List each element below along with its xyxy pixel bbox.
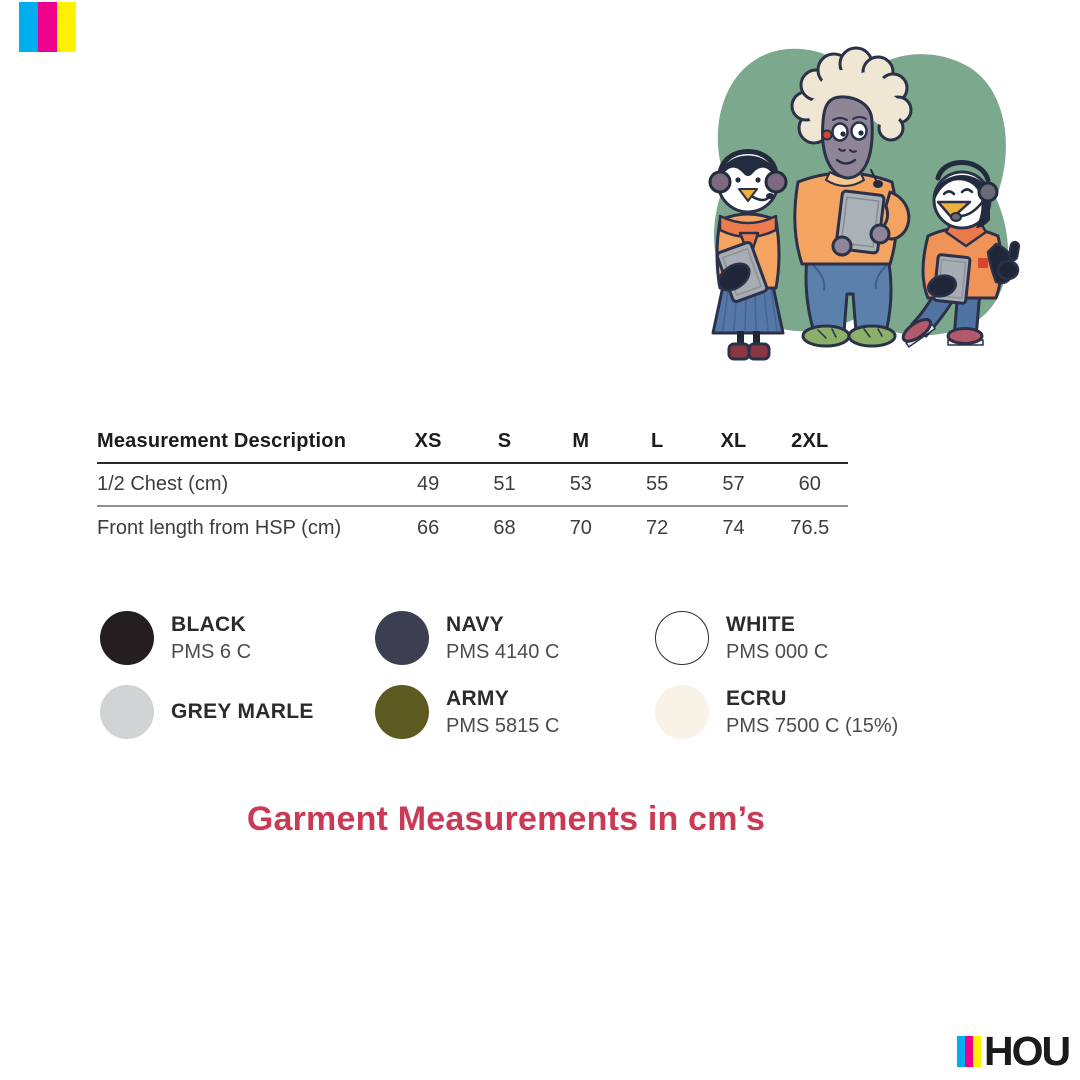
colorway-white: WHITE PMS 000 C [655, 610, 828, 666]
cyan-bar [19, 2, 38, 52]
colorway-name: ECRU [726, 686, 787, 710]
cell-value: 53 [569, 473, 592, 495]
registration-marks [19, 2, 76, 52]
colorway-pms: PMS 4140 C [446, 641, 560, 664]
cell-value: 51 [493, 473, 516, 495]
yellow-bar [57, 2, 76, 52]
cell-value: 70 [569, 517, 592, 539]
cell-value: 72 [646, 517, 669, 539]
cell-value: 66 [417, 517, 440, 539]
table-header-row: Measurement Description XS S M L XL 2XL [97, 430, 848, 464]
page-title: Garment Measurements in cm’s [246, 800, 766, 838]
color-dot [655, 611, 709, 665]
cell-value: 74 [722, 517, 745, 539]
cell-value: 76.5 [790, 517, 830, 539]
cyan-bar [957, 1036, 965, 1067]
brand-logo-text: HOU [984, 1028, 1071, 1074]
colorway-name: GREY MARLE [171, 700, 314, 724]
cell-value: 55 [646, 473, 669, 495]
color-dot [100, 685, 154, 739]
table-row: 1/2 Chest (cm) 49 51 53 55 57 60 [97, 464, 848, 507]
column-header: Measurement Description [97, 430, 347, 452]
column-header: XS [414, 430, 442, 452]
cell-value: 60 [798, 473, 821, 495]
row-label: Front length from HSP (cm) [97, 517, 342, 539]
cell-value: 49 [417, 473, 440, 495]
color-dot [375, 611, 429, 665]
colorway-pms: PMS 6 C [171, 641, 252, 664]
cell-value: 57 [722, 473, 745, 495]
colorway-pms: PMS 5815 C [446, 715, 560, 738]
colorway-navy: NAVY PMS 4140 C [375, 610, 559, 666]
column-header: M [572, 430, 590, 452]
colorway-black: BLACK PMS 6 C [100, 610, 251, 666]
colorway-grey-marle: GREY MARLE [100, 684, 314, 740]
colorway-name: WHITE [726, 612, 796, 636]
colorway-pms: PMS 000 C [726, 641, 829, 664]
penguin-left [708, 149, 788, 361]
column-header: XL [720, 430, 747, 452]
column-header: L [650, 430, 664, 452]
mascots-illustration [708, 46, 1021, 361]
cell-value: 68 [493, 517, 516, 539]
color-dot [100, 611, 154, 665]
color-dot [375, 685, 429, 739]
brand-logo: HOU [957, 1028, 1071, 1074]
magenta-bar [965, 1036, 973, 1067]
color-dot [655, 685, 709, 739]
colorway-name: NAVY [446, 612, 504, 636]
sheep-center [790, 46, 913, 348]
table-row: Front length from HSP (cm) 66 68 70 72 7… [97, 507, 848, 550]
yellow-bar [973, 1036, 981, 1067]
row-label: 1/2 Chest (cm) [97, 473, 229, 495]
magenta-bar [38, 2, 57, 52]
penguin-right [901, 160, 1021, 348]
measurement-table: Measurement Description XS S M L XL 2XL … [97, 430, 848, 550]
colorway-ecru: ECRU PMS 7500 C (15%) [655, 684, 898, 740]
colorway-army: ARMY PMS 5815 C [375, 684, 559, 740]
colorway-name: ARMY [446, 686, 510, 710]
column-header: 2XL [791, 430, 829, 452]
column-header: S [497, 430, 512, 452]
colorway-pms: PMS 7500 C (15%) [726, 715, 899, 738]
colorway-name: BLACK [171, 612, 246, 636]
